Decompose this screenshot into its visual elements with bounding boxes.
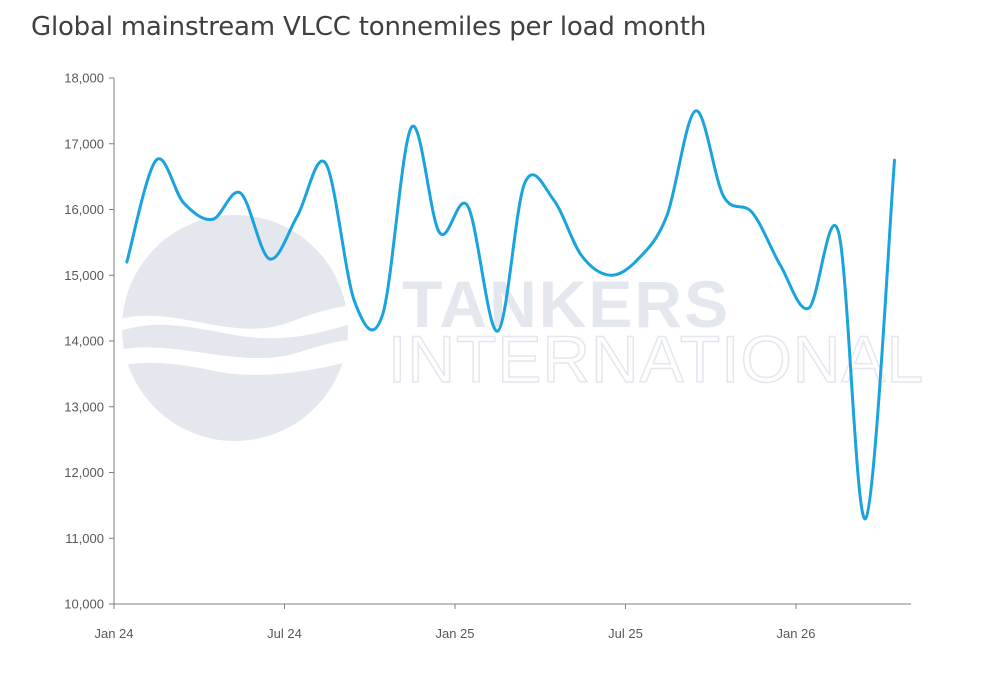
data-point bbox=[722, 194, 726, 198]
x-tick-label: Jan 24 bbox=[94, 626, 133, 641]
y-tick-label: 17,000 bbox=[64, 136, 104, 151]
y-tick-label: 15,000 bbox=[64, 268, 104, 283]
x-ticks: Jan 24 Jul 24 Jan 25 Jul 25 Jan 26 bbox=[94, 604, 816, 641]
data-point bbox=[837, 231, 841, 235]
data-point bbox=[608, 273, 612, 277]
data-point bbox=[381, 313, 385, 317]
watermark-line1: TANKERS bbox=[402, 267, 730, 341]
data-point bbox=[665, 214, 669, 218]
series-layer bbox=[125, 109, 897, 521]
data-point bbox=[778, 263, 782, 267]
data-point bbox=[409, 125, 413, 129]
watermark-logo: TANKERS INTERNATIONAL bbox=[122, 215, 924, 441]
data-point bbox=[750, 211, 754, 215]
data-point bbox=[496, 329, 500, 333]
series-line bbox=[125, 109, 897, 521]
data-point bbox=[295, 214, 299, 218]
x-tick-label: Jul 25 bbox=[608, 626, 643, 641]
data-point bbox=[466, 204, 470, 208]
data-point bbox=[437, 231, 441, 235]
data-point bbox=[239, 191, 243, 195]
y-tick-label: 14,000 bbox=[64, 334, 104, 349]
y-tick-label: 18,000 bbox=[64, 71, 104, 86]
watermark-globe-icon bbox=[122, 215, 348, 441]
x-tick-label: Jul 24 bbox=[267, 626, 302, 641]
y-ticks: 10,000 11,000 12,000 13,000 14,000 15,000 16,0… bbox=[64, 71, 114, 612]
data-point bbox=[893, 158, 897, 162]
y-tick-label: 11,000 bbox=[65, 531, 104, 546]
data-point bbox=[580, 254, 584, 258]
y-tick-label: 10,000 bbox=[64, 597, 104, 612]
data-point bbox=[154, 158, 158, 162]
data-point bbox=[694, 109, 698, 113]
data-point bbox=[523, 181, 527, 185]
chart-title: Global mainstream VLCC tonnemiles per lo… bbox=[31, 12, 707, 42]
data-point bbox=[267, 257, 271, 261]
x-tick-label: Jan 26 bbox=[776, 626, 815, 641]
data-point bbox=[864, 517, 868, 521]
x-tick-label: Jan 25 bbox=[435, 626, 474, 641]
data-point bbox=[211, 217, 215, 221]
data-point bbox=[636, 257, 640, 261]
data-point bbox=[182, 201, 186, 205]
watermark-line2: INTERNATIONAL bbox=[388, 322, 924, 396]
data-point bbox=[324, 161, 328, 165]
data-point bbox=[552, 198, 556, 202]
y-tick-label: 13,000 bbox=[64, 399, 104, 414]
y-tick-label: 12,000 bbox=[64, 465, 104, 480]
y-tick-label: 16,000 bbox=[64, 202, 104, 217]
data-point bbox=[353, 300, 357, 304]
data-point bbox=[807, 306, 811, 310]
data-point bbox=[125, 260, 129, 264]
